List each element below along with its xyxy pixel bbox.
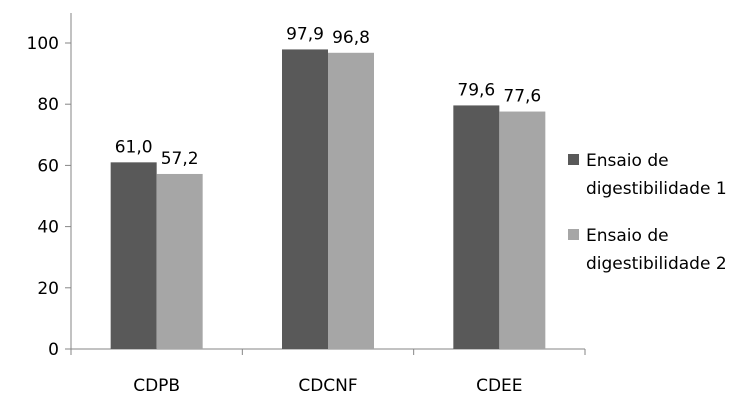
bar-cdee-series-1 bbox=[453, 105, 500, 349]
y-tick-label: 20 bbox=[37, 279, 59, 299]
bar-cdpb-series-2 bbox=[156, 173, 203, 349]
x-category-label: CDEE bbox=[476, 376, 522, 396]
legend-swatch-series-2 bbox=[568, 229, 579, 240]
legend-label: digestibilidade 2 bbox=[586, 254, 727, 274]
x-category-label: CDCNF bbox=[298, 376, 357, 396]
y-tick-label: 100 bbox=[27, 34, 59, 54]
data-label: 77,6 bbox=[503, 87, 541, 107]
bar-cdcnf-series-1 bbox=[282, 49, 328, 350]
data-label: 96,8 bbox=[332, 28, 370, 48]
data-label: 97,9 bbox=[286, 24, 324, 44]
legend-label: digestibilidade 1 bbox=[586, 179, 727, 199]
legend-swatch-series-1 bbox=[568, 154, 579, 165]
legend-label: Ensaio de bbox=[586, 151, 669, 171]
bar-cdpb-series-1 bbox=[110, 162, 157, 349]
data-label: 61,0 bbox=[115, 137, 153, 157]
x-category-label: CDPB bbox=[133, 376, 180, 396]
y-tick-label: 60 bbox=[37, 156, 59, 176]
y-tick-label: 0 bbox=[48, 340, 59, 360]
legend-label: Ensaio de bbox=[586, 226, 669, 246]
bar-cdee-series-2 bbox=[499, 111, 546, 349]
y-tick-label: 40 bbox=[37, 218, 59, 238]
y-tick-label: 80 bbox=[37, 95, 59, 115]
data-label: 57,2 bbox=[161, 149, 199, 169]
data-label: 79,6 bbox=[457, 80, 495, 100]
bar-cdcnf-series-2 bbox=[328, 52, 374, 350]
